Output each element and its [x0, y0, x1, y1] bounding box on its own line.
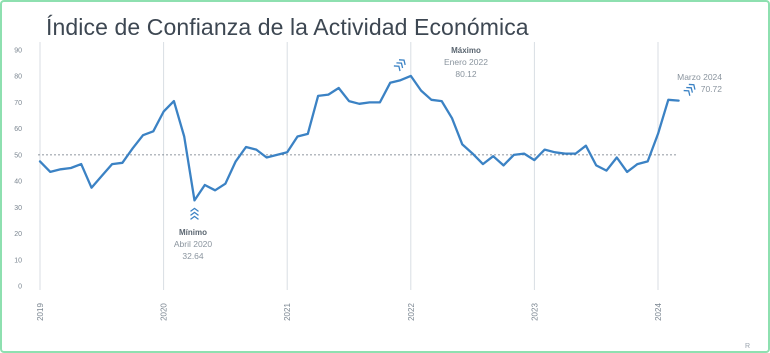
y-tick-label: 70	[14, 100, 22, 107]
marker-stroke	[688, 83, 696, 90]
corner-mark: R	[744, 343, 750, 350]
y-tick-label: 50	[14, 152, 22, 159]
last-marker-icon	[683, 83, 696, 96]
y-tick-label: 20	[14, 231, 22, 238]
max-marker-icon	[393, 59, 406, 72]
annotation-min-label: Mínimo	[179, 228, 207, 237]
y-tick-label: 30	[14, 205, 22, 212]
marker-stroke	[683, 89, 691, 96]
annotation-max-value: 80.12	[455, 69, 477, 79]
marker-layer	[190, 59, 696, 220]
series-line	[38, 74, 680, 202]
y-axis: 0 10 20 30 40 50 60 70 80 90	[14, 48, 22, 291]
marker-stroke	[686, 86, 694, 93]
y-tick-label: 0	[18, 284, 22, 291]
y-tick-label: 80	[14, 74, 22, 81]
marker-stroke	[396, 62, 404, 69]
annotation-last-value: 70.72	[701, 84, 723, 94]
x-tick-label: 2023	[530, 303, 539, 321]
y-tick-label: 60	[14, 126, 22, 133]
x-axis: 2019 2020 2021 2022 2023 2024	[36, 303, 663, 321]
annotation-max: Máximo Enero 2022 80.12	[444, 46, 488, 79]
marker-stroke	[190, 211, 199, 216]
marker-stroke	[190, 207, 199, 212]
annotation-min-value: 32.64	[182, 251, 204, 261]
y-tick-label: 90	[14, 48, 22, 55]
annotation-max-date: Enero 2022	[444, 57, 488, 67]
grid-layer	[39, 42, 659, 290]
annotation-min-date: Abril 2020	[174, 239, 213, 249]
x-tick-label: 2020	[160, 303, 169, 321]
annotation-last-date: Marzo 2024	[677, 72, 722, 82]
x-tick-label: 2024	[654, 303, 663, 321]
annotation-min: Mínimo Abril 2020 32.64	[174, 228, 213, 261]
annotation-last: Marzo 2024 70.72	[677, 72, 722, 94]
min-marker-icon	[190, 207, 199, 220]
chart-title: Índice de Confianza de la Actividad Econ…	[46, 14, 529, 40]
annotation-max-label: Máximo	[451, 46, 481, 55]
x-tick-label: 2022	[407, 303, 416, 321]
x-tick-label: 2019	[36, 303, 45, 321]
marker-stroke	[190, 215, 199, 220]
marker-stroke	[393, 65, 401, 72]
marker-stroke	[398, 59, 406, 66]
x-tick-label: 2021	[283, 303, 292, 321]
y-tick-label: 40	[14, 179, 22, 186]
y-tick-label: 10	[14, 257, 22, 264]
